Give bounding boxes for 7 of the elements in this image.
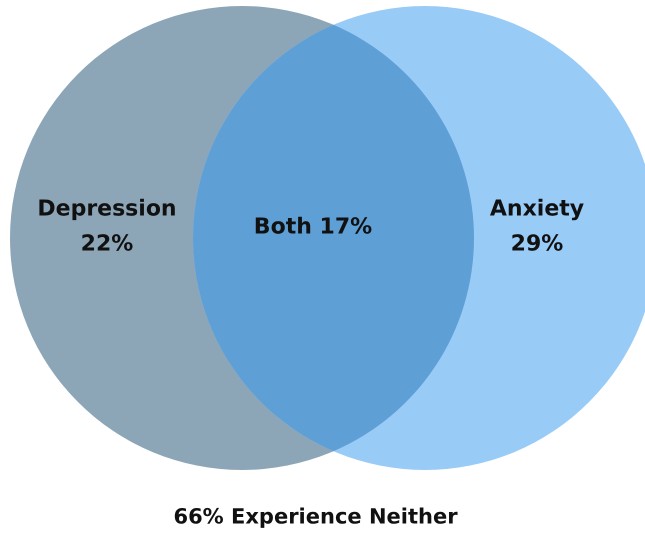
data-label: 29% [510,232,564,257]
category-label: Depression [37,196,177,222]
data-label: 22% [80,232,134,257]
data-label: 17% [320,214,372,240]
text: 66% Experience Neither [173,504,458,528]
category-label: Anxiety [490,196,584,222]
category-label: Both [254,214,312,240]
